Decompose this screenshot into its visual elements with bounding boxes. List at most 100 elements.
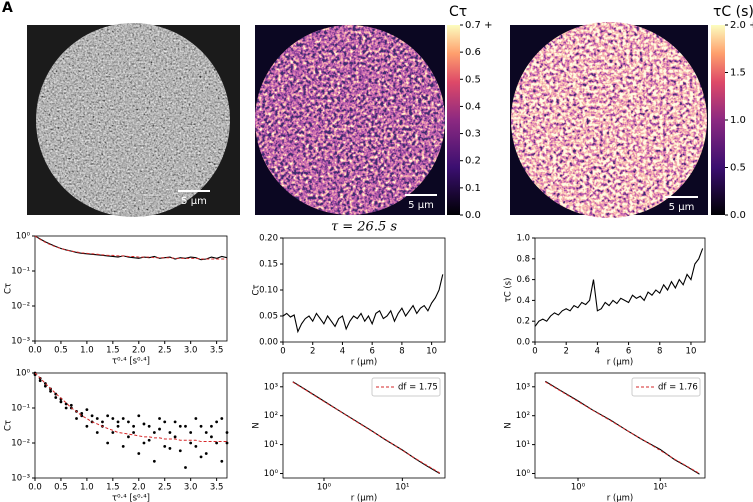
data-point — [173, 420, 177, 424]
data-point — [116, 420, 120, 424]
data-point — [168, 431, 172, 434]
data-point — [142, 441, 146, 445]
data-point — [49, 389, 52, 393]
x-tick-label: 10 — [686, 347, 697, 357]
data-point — [168, 447, 172, 450]
y-tick-label: 0.15 — [259, 260, 278, 270]
data-point — [173, 435, 177, 439]
x-tick-label: 2.0 — [132, 346, 146, 356]
y-axis-label: Cτ — [4, 420, 14, 431]
x-tick-label: 2 — [563, 347, 568, 357]
x-tick-label: 2 — [310, 347, 315, 357]
data-point — [225, 441, 229, 445]
y-tick-label: 10⁻³ — [11, 474, 30, 484]
data-line — [534, 248, 704, 327]
data-point — [111, 431, 115, 434]
data-point — [127, 420, 130, 424]
y-tick-label: 0.0 — [516, 338, 530, 348]
colorbar-label: τC (s) — [713, 4, 753, 20]
data-line — [34, 235, 228, 261]
data-point — [132, 431, 135, 434]
data-point — [85, 424, 89, 428]
data-point — [152, 459, 156, 463]
micrograph — [255, 25, 445, 215]
x-tick-label: 8 — [399, 347, 404, 357]
data-point — [43, 384, 47, 388]
y-tick-label: 10³ — [264, 382, 278, 392]
y-tick-label: 1.0 — [516, 234, 530, 244]
data-line — [282, 274, 444, 334]
legend-label: df = 1.76 — [658, 383, 698, 393]
y-tick-label: 10² — [516, 411, 530, 421]
colorbar-tick-label: 0.7 + — [465, 20, 492, 31]
x-tick-label: 4 — [340, 347, 345, 357]
x-tick-label: 3.0 — [184, 483, 198, 493]
y-tick-label: 10⁻¹ — [11, 404, 30, 414]
data-point — [111, 417, 115, 420]
colorbar-tick-label: 0.2 — [465, 156, 481, 167]
x-tick-label: 1.5 — [106, 483, 120, 493]
colorbar-tick-label: 0.5 — [730, 163, 746, 174]
data-point — [106, 441, 110, 445]
data-point — [215, 441, 219, 445]
x-tick-label: 3.5 — [210, 483, 224, 493]
x-axis-label: r (μm) — [607, 494, 634, 502]
x-axis-label: τ⁰·⁴ [s⁰·⁴] — [112, 357, 150, 367]
x-tick-label: 0.0 — [28, 483, 42, 493]
data-point — [210, 424, 213, 428]
data-point — [184, 424, 187, 428]
colorbar-tick-label: 0.3 — [465, 129, 481, 140]
y-tick-label: 10⁰ — [16, 232, 31, 242]
plot-frame — [534, 237, 706, 343]
data-point — [163, 420, 167, 424]
plot-frame — [534, 372, 706, 479]
y-axis-label: τC (s) — [504, 278, 514, 303]
y-axis-label: N — [504, 422, 514, 428]
colorbar-tick-label: 0.0 — [730, 210, 746, 221]
x-tick-label: 0.5 — [54, 346, 68, 356]
y-tick-label: 10³ — [516, 382, 530, 392]
data-point — [90, 414, 94, 418]
plot-frame — [282, 372, 446, 479]
data-point — [152, 431, 156, 434]
y-tick-label: 0.6 — [516, 275, 530, 285]
y-axis-label: Cτ — [252, 284, 262, 295]
data-point — [95, 431, 99, 434]
x-axis-label: r (μm) — [607, 358, 634, 368]
data-point — [127, 435, 130, 439]
panel-label: A — [2, 0, 13, 16]
x-tick-label: 0.0 — [28, 346, 42, 356]
data-point — [178, 449, 182, 453]
data-point — [210, 435, 213, 439]
colorbar-tick-label: 1.5 — [730, 68, 746, 79]
data-point — [137, 452, 141, 455]
legend-box — [631, 377, 701, 397]
y-tick-label: 0.20 — [259, 234, 278, 244]
data-point — [189, 431, 193, 434]
y-tick-label: 10⁰ — [516, 469, 531, 479]
data-point — [59, 400, 63, 404]
data-point — [137, 414, 141, 418]
x-tick-label: 10¹ — [653, 483, 667, 493]
data-point — [80, 412, 84, 415]
x-axis-label: r (μm) — [351, 494, 378, 502]
data-point — [142, 422, 146, 426]
data-point — [225, 431, 229, 434]
x-axis-label: r (μm) — [351, 358, 378, 368]
colorbar — [447, 25, 460, 215]
y-axis-label: N — [252, 422, 262, 428]
y-tick-label: 10⁰ — [264, 469, 279, 479]
x-tick-label: 3.5 — [210, 346, 224, 356]
micrograph — [511, 22, 707, 218]
y-axis-label: Cτ — [4, 283, 14, 294]
x-tick-label: 0 — [280, 347, 285, 357]
y-tick-label: 0.2 — [516, 317, 530, 327]
data-point — [101, 420, 104, 424]
data-line — [292, 381, 441, 474]
data-point — [194, 417, 198, 420]
data-point — [75, 417, 78, 420]
legend-label: df = 1.75 — [398, 383, 438, 393]
y-tick-label: 10⁻² — [11, 439, 30, 449]
y-tick-label: 0.10 — [259, 286, 278, 296]
scale-bar-label: 5 μm — [181, 196, 207, 207]
